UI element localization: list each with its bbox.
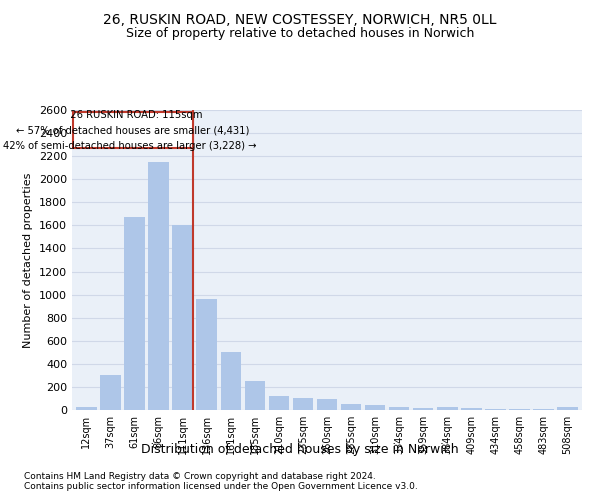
Text: Contains HM Land Registry data © Crown copyright and database right 2024.: Contains HM Land Registry data © Crown c… (24, 472, 376, 481)
Text: Distribution of detached houses by size in Norwich: Distribution of detached houses by size … (141, 444, 459, 456)
Bar (557, 407, 578, 410)
Bar (196, 299, 217, 410)
Text: 26 RUSKIN ROAD: 115sqm
← 57% of detached houses are smaller (4,431)
42% of semi-: 26 RUSKIN ROAD: 115sqm ← 57% of detached… (3, 110, 263, 151)
Bar (269, 396, 289, 410)
Bar (365, 406, 385, 410)
Bar (413, 408, 433, 410)
Bar (245, 381, 265, 410)
Text: 26, RUSKIN ROAD, NEW COSTESSEY, NORWICH, NR5 0LL: 26, RUSKIN ROAD, NEW COSTESSEY, NORWICH,… (103, 12, 497, 26)
Bar (461, 408, 482, 410)
Bar (509, 409, 530, 410)
Bar (293, 398, 313, 410)
Bar (389, 406, 409, 410)
Bar (148, 162, 169, 410)
Bar (76, 407, 97, 410)
Text: Size of property relative to detached houses in Norwich: Size of property relative to detached ho… (126, 28, 474, 40)
Bar (341, 404, 361, 410)
Text: Contains public sector information licensed under the Open Government Licence v3: Contains public sector information licen… (24, 482, 418, 491)
Bar (533, 409, 554, 410)
Bar (485, 409, 506, 410)
Bar (221, 352, 241, 410)
Bar (124, 218, 145, 410)
Bar (437, 407, 458, 410)
FancyBboxPatch shape (73, 112, 193, 148)
Bar (100, 376, 121, 410)
Bar (317, 399, 337, 410)
Y-axis label: Number of detached properties: Number of detached properties (23, 172, 34, 348)
Bar (172, 226, 193, 410)
